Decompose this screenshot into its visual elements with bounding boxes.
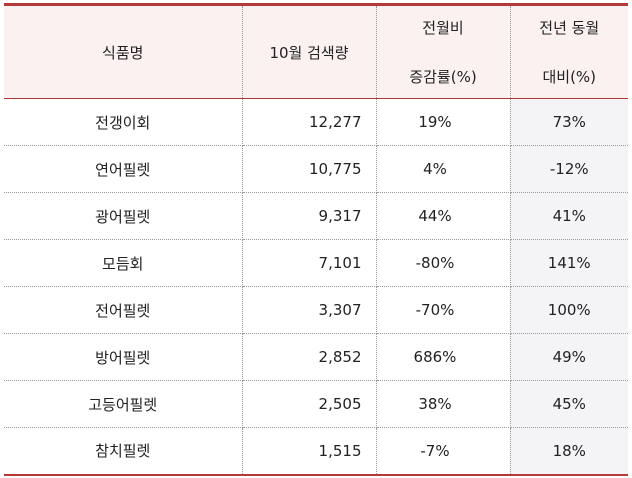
header-yoy-line1: 전년 동월 [539,19,600,37]
cell-search-volume: 7,101 [242,239,377,287]
cell-mom-change: 686% [376,333,511,381]
cell-search-volume: 3,307 [242,286,377,334]
table-row: 참치필렛 1,515 -7% 18% [4,427,628,476]
cell-food-name: 전어필렛 [4,286,243,334]
cell-yoy-change: 100% [510,286,628,334]
cell-yoy-change: 73% [510,98,628,146]
cell-search-volume: 1,515 [242,427,377,476]
cell-food-name: 전갱이회 [4,98,243,146]
cell-search-volume: 10,775 [242,145,377,193]
cell-yoy-change: 49% [510,333,628,381]
cell-mom-change: -7% [376,427,511,476]
cell-yoy-change: 18% [510,427,628,476]
cell-food-name: 연어필렛 [4,145,243,193]
table-row: 광어필렛 9,317 44% 41% [4,192,628,240]
table-header-row: 식품명 10월 검색량 전월비 증감률(%) 전년 동월 대비(%) [4,3,628,99]
cell-food-name: 고등어필렛 [4,380,243,428]
search-volume-table-container: 식품명 10월 검색량 전월비 증감률(%) 전년 동월 대비(%) [4,3,628,476]
header-food-name: 식품명 [4,3,243,99]
cell-food-name: 참치필렛 [4,427,243,476]
cell-yoy-change: 45% [510,380,628,428]
cell-search-volume: 9,317 [242,192,377,240]
cell-food-name: 모듬회 [4,239,243,287]
table-row: 방어필렛 2,852 686% 49% [4,333,628,381]
cell-mom-change: -80% [376,239,511,287]
header-search-volume: 10월 검색량 [242,3,377,99]
cell-mom-change: 4% [376,145,511,193]
table-row: 연어필렛 10,775 4% -12% [4,145,628,193]
cell-yoy-change: 141% [510,239,628,287]
header-mom-line1: 전월비 [422,19,464,37]
header-mom-line2: 증감률(%) [409,68,477,86]
header-mom-change: 전월비 증감률(%) [376,3,511,99]
cell-mom-change: 38% [376,380,511,428]
cell-search-volume: 2,505 [242,380,377,428]
cell-search-volume: 2,852 [242,333,377,381]
table-row: 고등어필렛 2,505 38% 45% [4,380,628,428]
cell-yoy-change: -12% [510,145,628,193]
cell-mom-change: -70% [376,286,511,334]
table-row: 모듬회 7,101 -80% 141% [4,239,628,287]
cell-food-name: 방어필렛 [4,333,243,381]
cell-mom-change: 44% [376,192,511,240]
header-yoy-change: 전년 동월 대비(%) [510,3,628,99]
cell-food-name: 광어필렛 [4,192,243,240]
table-row: 전갱이회 12,277 19% 73% [4,98,628,146]
cell-mom-change: 19% [376,98,511,146]
header-yoy-line2: 대비(%) [542,68,597,86]
cell-search-volume: 12,277 [242,98,377,146]
search-volume-table: 식품명 10월 검색량 전월비 증감률(%) 전년 동월 대비(%) [4,3,628,476]
cell-yoy-change: 41% [510,192,628,240]
table-row: 전어필렛 3,307 -70% 100% [4,286,628,334]
